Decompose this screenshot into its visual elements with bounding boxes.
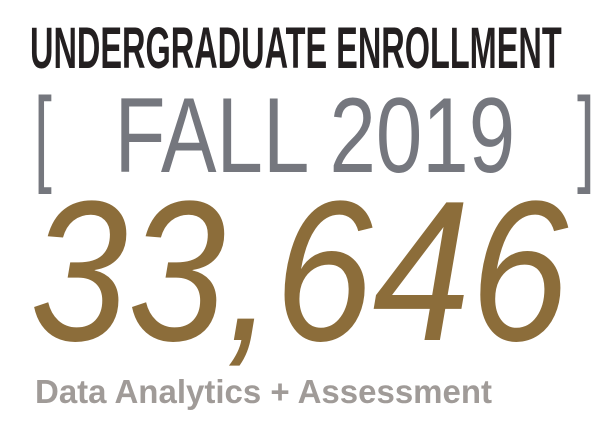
term-text: FALL 2019 [114, 75, 515, 195]
close-bracket: ] [577, 75, 596, 195]
term-label: [ FALL 2019 ] [28, 75, 595, 195]
open-bracket: [ [33, 75, 52, 195]
footer-credit: Data Analytics + Assessment [35, 373, 493, 410]
enrollment-count: 33,646 [30, 160, 569, 383]
infographic-title: UNDERGRADUATE ENROLLMENT [30, 16, 562, 81]
